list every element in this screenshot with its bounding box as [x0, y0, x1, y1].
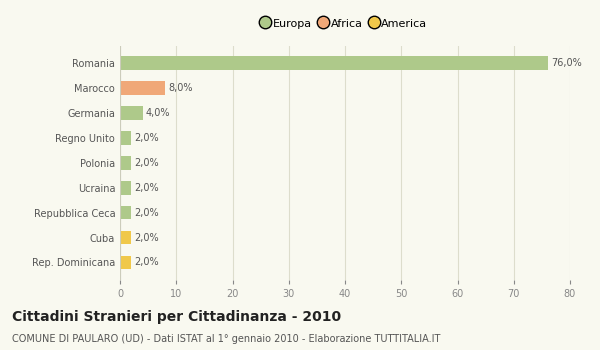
- Bar: [120, 56, 548, 70]
- Bar: [120, 106, 143, 120]
- Bar: [120, 181, 131, 195]
- Text: 2,0%: 2,0%: [134, 258, 159, 267]
- Bar: [120, 256, 131, 270]
- Text: 2,0%: 2,0%: [134, 208, 159, 218]
- Text: 8,0%: 8,0%: [169, 83, 193, 93]
- Text: 2,0%: 2,0%: [134, 232, 159, 243]
- Bar: [120, 206, 131, 219]
- Bar: [120, 81, 165, 95]
- Bar: [120, 156, 131, 170]
- Text: COMUNE DI PAULARO (UD) - Dati ISTAT al 1° gennaio 2010 - Elaborazione TUTTITALIA: COMUNE DI PAULARO (UD) - Dati ISTAT al 1…: [12, 334, 440, 344]
- Legend: Europa, Africa, America: Europa, Africa, America: [258, 14, 432, 33]
- Text: 2,0%: 2,0%: [134, 158, 159, 168]
- Text: 2,0%: 2,0%: [134, 133, 159, 143]
- Bar: [120, 231, 131, 244]
- Text: 2,0%: 2,0%: [134, 183, 159, 193]
- Bar: [120, 131, 131, 145]
- Text: 4,0%: 4,0%: [146, 108, 170, 118]
- Text: 76,0%: 76,0%: [551, 58, 581, 68]
- Text: Cittadini Stranieri per Cittadinanza - 2010: Cittadini Stranieri per Cittadinanza - 2…: [12, 310, 341, 324]
